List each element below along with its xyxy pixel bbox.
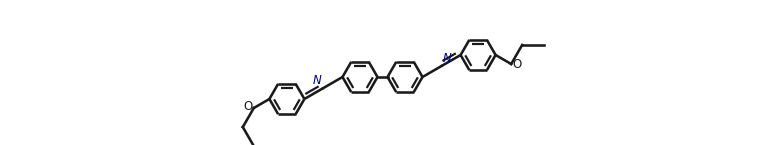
Text: N: N (313, 75, 321, 87)
Text: O: O (513, 58, 522, 71)
Text: O: O (243, 100, 252, 114)
Text: N: N (443, 52, 451, 66)
